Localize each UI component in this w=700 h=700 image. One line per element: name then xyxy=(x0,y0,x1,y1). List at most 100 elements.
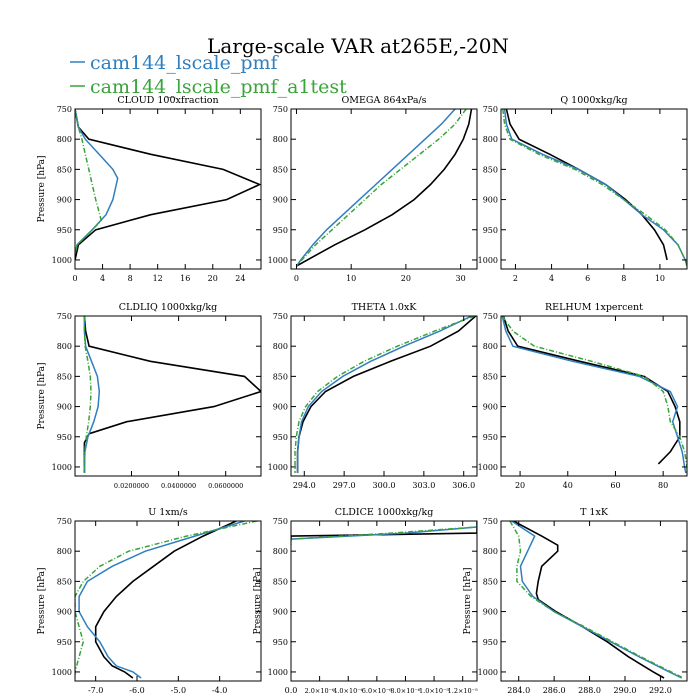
series-line-2 xyxy=(295,109,456,267)
x-tick-label: 6.0×10⁻⁶ xyxy=(362,687,392,695)
x-tick-label: 2 xyxy=(513,274,518,283)
y-tick-label: 750 xyxy=(483,517,498,526)
y-tick-label: 750 xyxy=(57,312,72,321)
legend-label-2: cam144_lscale_pmf_a1test xyxy=(90,76,347,98)
plot-frame xyxy=(74,520,262,682)
y-tick-label: 1000 xyxy=(268,256,288,265)
series-line-1 xyxy=(296,316,477,473)
panel-title: CLDLIQ 1000xkg/kg xyxy=(119,302,217,313)
plot-frame xyxy=(74,108,262,270)
panel-title: T 1xK xyxy=(580,507,609,518)
series-line-3 xyxy=(75,109,103,255)
series-line-3 xyxy=(295,109,467,267)
y-tick-label: 1000 xyxy=(52,668,72,677)
series-line-1 xyxy=(83,316,261,473)
y-axis-label: Pressure [hPa] xyxy=(253,567,263,634)
y-tick-label: 1000 xyxy=(268,668,288,677)
x-tick-label: 8 xyxy=(128,274,133,283)
plot-frame xyxy=(290,108,478,270)
y-tick-label: 750 xyxy=(273,517,288,526)
x-tick-label: 20 xyxy=(208,274,218,283)
x-tick-label: 0.0 xyxy=(285,686,298,695)
y-tick-label: 900 xyxy=(57,608,72,617)
y-tick-label: 800 xyxy=(273,135,288,144)
panel-5: THETA 1.0xK 750 800 850 900 950 1000 294.0 297.0… xyxy=(268,302,478,490)
y-tick-label: 850 xyxy=(273,372,288,381)
panel-title: U 1xm/s xyxy=(148,507,188,518)
y-tick-label: 750 xyxy=(57,105,72,114)
panel-6: RELHUM 1xpercent 750 800 850 900 950 1000 20 40 6… xyxy=(478,302,688,490)
series-line-2 xyxy=(503,109,687,267)
x-tick-label: 0 xyxy=(294,274,299,283)
series-line-1 xyxy=(505,109,668,261)
y-tick-label: 750 xyxy=(57,517,72,526)
x-tick-label: 20 xyxy=(401,274,411,283)
x-tick-label: 16 xyxy=(180,274,190,283)
panel-title: RELHUM 1xpercent xyxy=(545,302,643,313)
x-tick-label: 4.0×10⁻⁶ xyxy=(333,687,363,695)
plot-frame xyxy=(500,315,688,477)
panel-2: OMEGA 864xPa/s 750 800 850 900 950 1000 0 10 20 30 xyxy=(268,95,478,283)
x-tick-label: -5.0 xyxy=(171,686,186,695)
y-tick-label: 950 xyxy=(273,638,288,647)
x-tick-label: 0.0400000 xyxy=(161,482,196,490)
x-tick-label: 8 xyxy=(621,274,626,283)
x-tick-label: 300.0 xyxy=(373,481,396,490)
x-tick-label: 20 xyxy=(515,481,525,490)
x-tick-label: 288.0 xyxy=(578,686,601,695)
panel-1: CLOUD 100xfraction Pressure [hPa] 750 800 85… xyxy=(37,95,262,283)
series-line-3 xyxy=(83,316,92,473)
panel-title: CLOUD 100xfraction xyxy=(117,95,218,106)
panel-7: U 1xm/s Pressure [hPa] 750 800 850 900 950 1000… xyxy=(37,507,262,695)
x-tick-label: 10 xyxy=(655,274,665,283)
x-tick-label: 60 xyxy=(610,481,620,490)
x-tick-label: 286.0 xyxy=(543,686,566,695)
y-tick-label: 800 xyxy=(273,547,288,556)
x-tick-label: 1.0×10⁻⁵ xyxy=(419,687,449,695)
y-axis-label: Pressure [hPa] xyxy=(37,567,47,634)
plot-frame xyxy=(290,520,478,682)
x-tick-label: 4 xyxy=(549,274,554,283)
plot-frame xyxy=(500,520,688,682)
series-line-3 xyxy=(502,109,687,267)
y-tick-label: 900 xyxy=(273,196,288,205)
y-tick-label: 900 xyxy=(57,196,72,205)
y-tick-label: 900 xyxy=(273,403,288,412)
panel-title: CLDICE 1000xkg/kg xyxy=(335,507,434,518)
y-tick-label: 900 xyxy=(483,403,498,412)
y-tick-label: 1000 xyxy=(52,256,72,265)
plot-frame xyxy=(290,315,478,477)
series-line-3 xyxy=(501,316,687,473)
panel-title: THETA 1.0xK xyxy=(352,302,418,313)
x-tick-label: 303.0 xyxy=(412,481,435,490)
y-tick-label: 850 xyxy=(273,577,288,586)
series-line-1 xyxy=(502,316,681,465)
y-tick-label: 750 xyxy=(483,105,498,114)
y-tick-label: 800 xyxy=(483,135,498,144)
y-tick-label: 800 xyxy=(483,547,498,556)
x-tick-label: 12 xyxy=(153,274,163,283)
x-tick-label: 10 xyxy=(346,274,356,283)
panel-3: Q 1000xkg/kg 750 800 850 900 950 1000 2 4 6 8 10 xyxy=(478,95,688,283)
y-tick-label: 750 xyxy=(273,312,288,321)
x-tick-label: 6 xyxy=(585,274,590,283)
x-tick-label: -4.0 xyxy=(212,686,227,695)
y-tick-label: 1000 xyxy=(52,463,72,472)
y-tick-label: 850 xyxy=(483,577,498,586)
panel-title: OMEGA 864xPa/s xyxy=(341,95,426,106)
y-tick-label: 1000 xyxy=(478,463,498,472)
series-line-1 xyxy=(513,521,665,679)
y-tick-label: 950 xyxy=(57,226,72,235)
y-tick-label: 850 xyxy=(273,165,288,174)
plot-frame xyxy=(74,315,262,477)
series-line-2 xyxy=(501,316,687,474)
y-tick-label: 950 xyxy=(483,433,498,442)
y-tick-label: 800 xyxy=(57,547,72,556)
y-tick-label: 1000 xyxy=(478,668,498,677)
x-tick-label: 0.0600000 xyxy=(208,482,243,490)
y-tick-label: 800 xyxy=(57,342,72,351)
legend-label-1: cam144_lscale_pmf xyxy=(90,52,280,74)
series-line-3 xyxy=(509,521,684,679)
y-tick-label: 850 xyxy=(57,165,72,174)
y-tick-label: 950 xyxy=(57,433,72,442)
